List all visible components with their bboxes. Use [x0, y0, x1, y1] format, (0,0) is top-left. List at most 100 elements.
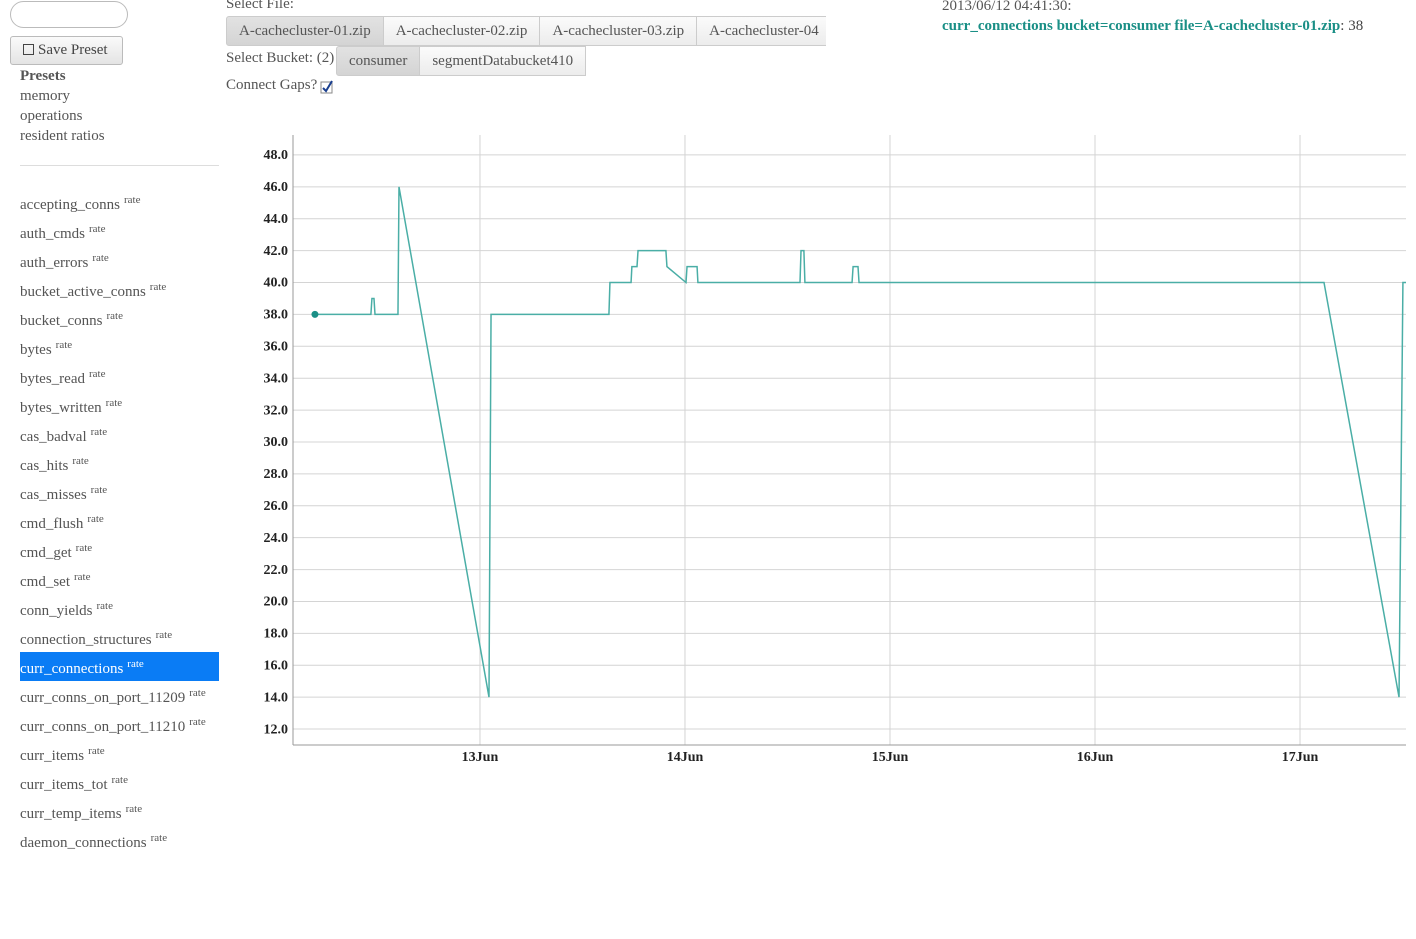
metric-name: curr_temp_items	[20, 806, 122, 822]
readout-time: 2013/06/12 04:41:30:	[942, 0, 1072, 14]
metric-item[interactable]: bytes_read rate	[20, 362, 219, 391]
metric-name: cmd_get	[20, 545, 72, 561]
metric-item[interactable]: cas_badval rate	[20, 420, 219, 449]
file-tab[interactable]: A-cachecluster-04	[697, 16, 826, 46]
y-tick-label: 32.0	[264, 403, 289, 418]
preset-link[interactable]: memory	[20, 88, 70, 104]
metric-name: cmd_set	[20, 574, 70, 590]
metric-name: accepting_conns	[20, 197, 120, 213]
metric-tag: rate	[106, 310, 123, 322]
file-tab[interactable]: A-cachecluster-01.zip	[226, 16, 384, 46]
file-label: Select File:	[226, 0, 294, 12]
bucket-tab[interactable]: segmentDatabucket410	[420, 46, 587, 76]
y-tick-label: 14.0	[264, 690, 289, 705]
bucket-tab[interactable]: consumer	[336, 46, 421, 76]
hover-point	[311, 310, 319, 318]
connect-gaps-label: Connect Gaps?	[226, 77, 318, 93]
metric-item[interactable]: bucket_active_conns rate	[20, 275, 219, 304]
metric-tag: rate	[105, 397, 123, 409]
preset-link[interactable]: operations	[20, 108, 83, 124]
metric-tag: rate	[150, 832, 168, 844]
metric-item[interactable]: cmd_flush rate	[20, 507, 219, 536]
metric-item[interactable]: auth_errors rate	[20, 246, 219, 275]
metric-tag: rate	[90, 426, 108, 438]
y-tick-label: 22.0	[264, 563, 289, 578]
data-line	[314, 186, 1406, 698]
y-tick-label: 18.0	[264, 627, 289, 642]
readout-value: : 38	[1340, 18, 1364, 34]
metric-name: bytes_written	[20, 400, 102, 416]
metric-tag: rate	[74, 571, 91, 583]
metric-name: daemon_connections	[20, 835, 147, 851]
preset-link[interactable]: resident ratios	[20, 128, 105, 144]
bucket-tabs: consumer segmentDatabucket410	[336, 46, 587, 76]
metric-tag: rate	[123, 194, 141, 206]
metric-tag: rate	[96, 600, 113, 612]
metric-tag: rate	[92, 252, 109, 264]
metric-tag: rate	[87, 513, 104, 525]
metric-item[interactable]: curr_items_tot rate	[20, 768, 219, 797]
y-tick-label: 16.0	[264, 658, 289, 673]
metric-item[interactable]: connection_structures rate	[20, 623, 219, 652]
metric-tag: rate	[127, 658, 144, 670]
y-tick-label: 28.0	[264, 467, 289, 482]
metric-name: connection_structures	[20, 632, 152, 648]
metric-item[interactable]: bucket_conns rate	[20, 304, 219, 333]
readout: 2013/06/12 04:41:30: curr_connections bu…	[942, 0, 1363, 36]
metric-item[interactable]: cmd_get rate	[20, 536, 219, 565]
metric-item[interactable]: cas_hits rate	[20, 449, 219, 478]
metric-name: curr_items	[20, 748, 85, 764]
metric-tag: rate	[111, 774, 128, 786]
metric-item[interactable]: daemon_connections rate	[20, 826, 219, 855]
metric-tag: rate	[72, 455, 89, 467]
file-tab[interactable]: A-cachecluster-03.zip	[540, 16, 698, 46]
y-tick-label: 20.0	[264, 595, 289, 610]
file-tab[interactable]: A-cachecluster-02.zip	[383, 16, 541, 46]
y-tick-label: 36.0	[264, 340, 289, 355]
save-preset-button[interactable]: Save Preset	[10, 36, 123, 65]
separator	[20, 165, 219, 166]
y-tick-label: 12.0	[264, 722, 289, 737]
metric-item[interactable]: curr_connections rate	[20, 652, 219, 681]
metric-list: accepting_conns rate auth_cmds rate auth_err…	[20, 188, 219, 855]
metric-item[interactable]: curr_conns_on_port_11209 rate	[20, 681, 219, 710]
y-tick-label: 24.0	[264, 531, 289, 546]
metric-tag: rate	[155, 629, 173, 641]
connect-gaps-checkbox[interactable]	[320, 80, 334, 94]
metric-tag: rate	[88, 368, 106, 380]
metric-name: curr_items_tot	[20, 777, 108, 793]
x-tick-label: 17Jun	[1282, 750, 1319, 765]
x-tick-label: 14Jun	[667, 750, 704, 765]
presets: Presets memory operations resident ratios	[20, 66, 105, 146]
metric-item[interactable]: curr_items rate	[20, 739, 219, 768]
readout-series: curr_connections bucket=consumer file=A-…	[942, 18, 1341, 34]
x-tick-label: 16Jun	[1077, 750, 1114, 765]
metric-item[interactable]: curr_temp_items rate	[20, 797, 219, 826]
y-tick-label: 26.0	[264, 499, 289, 514]
metric-tag: rate	[89, 223, 106, 235]
y-tick-label: 44.0	[264, 212, 289, 227]
metric-name: conn_yields	[20, 603, 93, 619]
metric-item[interactable]: cas_misses rate	[20, 478, 219, 507]
checkmark	[322, 80, 333, 93]
metric-name: bucket_active_conns	[20, 284, 146, 300]
metric-item[interactable]: curr_conns_on_port_11210 rate	[20, 710, 219, 739]
metric-name: curr_connections	[20, 661, 124, 677]
metric-tag: rate	[88, 745, 105, 757]
metric-item[interactable]: bytes rate	[20, 333, 219, 362]
metric-item[interactable]: conn_yields rate	[20, 594, 219, 623]
metric-item[interactable]: bytes_written rate	[20, 391, 219, 420]
metric-item[interactable]: cmd_set rate	[20, 565, 219, 594]
metric-name: cmd_flush	[20, 516, 84, 532]
search-input[interactable]	[10, 1, 128, 28]
bucket-label: Select Bucket: (2)	[226, 50, 335, 66]
metric-name: auth_errors	[20, 255, 89, 271]
metric-name: cas_misses	[20, 487, 87, 503]
metric-name: bytes_read	[20, 371, 85, 387]
metric-item[interactable]: auth_cmds rate	[20, 217, 219, 246]
metric-item[interactable]: accepting_conns rate	[20, 188, 219, 217]
checkbox-box	[320, 81, 333, 94]
metric-tag: rate	[149, 281, 167, 293]
metric-tag: rate	[75, 542, 93, 554]
presets-title: Presets	[20, 68, 66, 84]
